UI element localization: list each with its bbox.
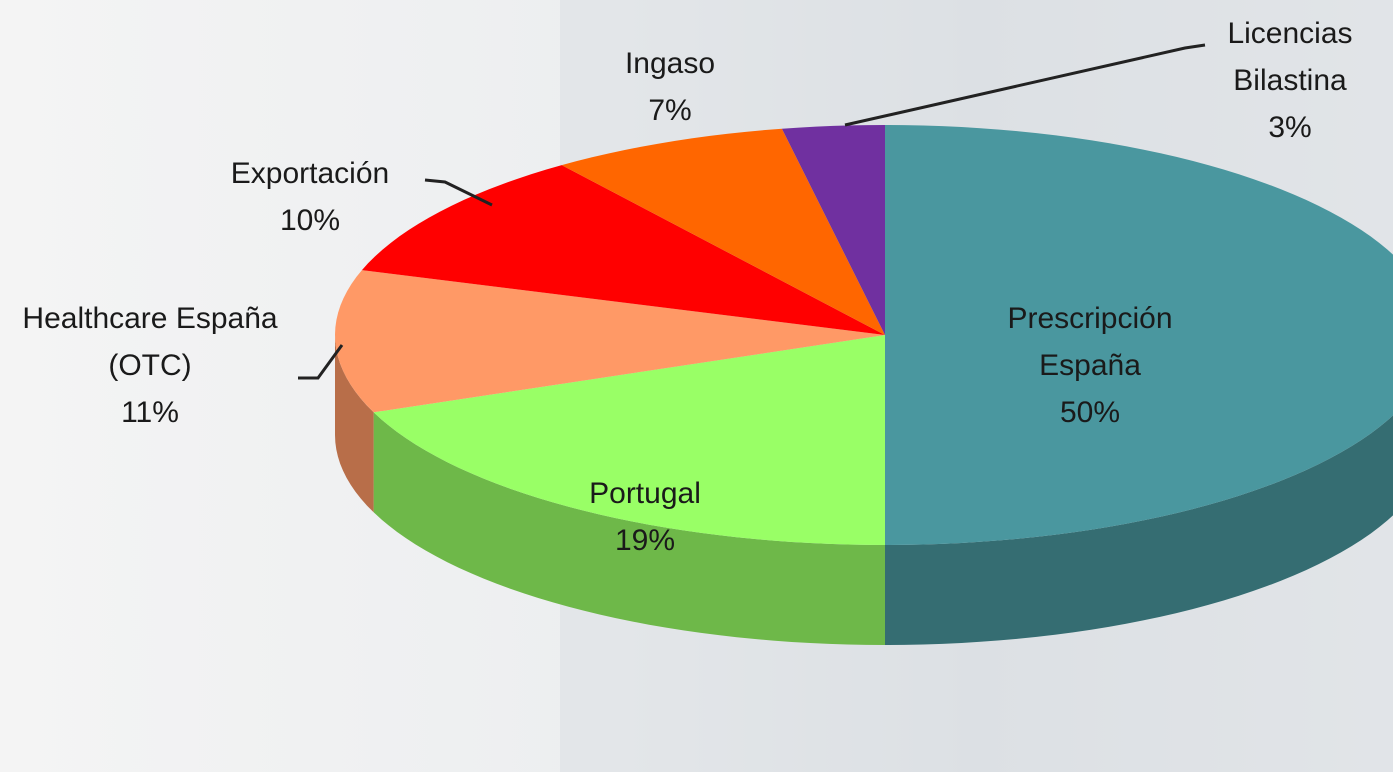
value-label: 10% bbox=[279, 204, 341, 237]
category-label: Exportación bbox=[230, 157, 390, 190]
category-label: Licencias Bilastina bbox=[1227, 17, 1353, 97]
slice bbox=[373, 335, 885, 545]
slice bbox=[885, 125, 1393, 545]
slice-label: Licencias Bilastina 3% bbox=[1195, 10, 1385, 151]
slice-side bbox=[373, 412, 885, 645]
category-label: Prescripción España bbox=[1007, 302, 1173, 382]
slice-label: Exportación 10% bbox=[190, 150, 430, 244]
category-label: Healthcare España (OTC) bbox=[22, 302, 278, 382]
slice-label: Healthcare España (OTC) 11% bbox=[0, 295, 300, 436]
slice bbox=[335, 270, 886, 413]
value-label: 11% bbox=[121, 396, 179, 429]
leader-line bbox=[298, 344, 344, 380]
slice-side bbox=[335, 335, 374, 513]
value-label: 50% bbox=[1059, 396, 1121, 429]
slice bbox=[781, 125, 885, 335]
slice bbox=[561, 128, 885, 335]
leader-line bbox=[424, 178, 493, 207]
slice-side bbox=[885, 415, 1393, 645]
slice-label: Portugal 19% bbox=[535, 470, 755, 564]
slice-label: Ingaso 7% bbox=[590, 40, 750, 134]
value-label: 7% bbox=[648, 94, 692, 127]
value-label: 3% bbox=[1268, 111, 1312, 144]
leader-line bbox=[844, 43, 1206, 127]
value-label: 19% bbox=[614, 524, 676, 557]
slice bbox=[361, 165, 885, 335]
category-label: Ingaso bbox=[624, 47, 716, 80]
slice-label: Prescripción España 50% bbox=[960, 295, 1220, 436]
category-label: Portugal bbox=[589, 477, 701, 510]
